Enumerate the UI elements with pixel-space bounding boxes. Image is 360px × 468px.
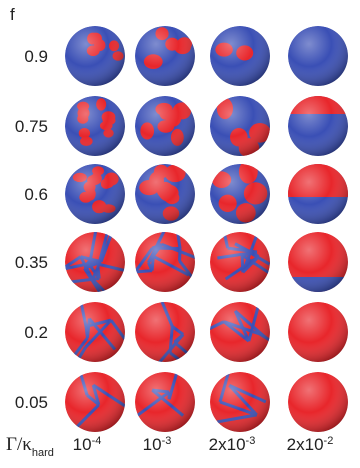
vesicle xyxy=(288,26,348,86)
shading xyxy=(65,26,125,86)
vesicle xyxy=(63,287,134,381)
shading xyxy=(65,96,125,156)
title-main: Γ/κ xyxy=(6,434,32,455)
column-label: 2x10-3 xyxy=(209,435,256,454)
shading xyxy=(210,26,270,86)
label-base: 2x10 xyxy=(209,435,246,454)
vesicle xyxy=(65,164,125,224)
shading xyxy=(288,302,348,362)
vesicle xyxy=(135,361,195,432)
shading xyxy=(288,372,348,432)
shading xyxy=(65,372,125,432)
shading xyxy=(210,302,270,362)
figure: f Γ/κhard 0.90.750.60.350.20.0510-410-32… xyxy=(0,0,360,468)
row-label: 0.2 xyxy=(24,323,48,342)
shading xyxy=(210,232,270,292)
vesicle xyxy=(210,96,271,158)
vesicle xyxy=(210,160,270,224)
shading xyxy=(210,96,270,156)
label-exp: -2 xyxy=(324,435,334,447)
label-exp: -4 xyxy=(92,435,102,447)
column-label: 2x10-2 xyxy=(287,435,334,454)
vesicle xyxy=(288,232,348,292)
vesicle xyxy=(65,96,125,156)
vesicle xyxy=(65,357,127,433)
row-label: 0.6 xyxy=(24,185,48,204)
vesicle xyxy=(288,372,348,432)
row-label: 0.35 xyxy=(15,253,48,272)
shading xyxy=(65,164,125,224)
row-label: 0.05 xyxy=(15,393,48,412)
label-exp: -3 xyxy=(246,435,256,447)
vesicle xyxy=(188,302,294,362)
vesicle xyxy=(288,164,348,224)
vesicle xyxy=(135,26,195,86)
vesicle xyxy=(210,26,270,86)
vesicle xyxy=(288,302,348,362)
column-label: 10-4 xyxy=(73,435,102,454)
column-label: 10-3 xyxy=(143,435,172,454)
label-exp: -3 xyxy=(162,435,172,447)
vesicle xyxy=(47,224,126,307)
shading xyxy=(288,232,348,292)
vesicle xyxy=(288,96,348,156)
shading xyxy=(288,26,348,86)
shading xyxy=(135,164,195,224)
shading xyxy=(135,26,195,86)
shading xyxy=(135,232,195,292)
vesicle xyxy=(135,290,205,377)
shading xyxy=(288,164,348,224)
row-label: 0.9 xyxy=(24,47,48,66)
label-base: 10 xyxy=(143,435,162,454)
shading xyxy=(135,96,195,156)
column-title: Γ/κhard xyxy=(6,434,54,459)
vesicle xyxy=(135,96,195,156)
shading xyxy=(65,302,125,362)
shading xyxy=(210,372,270,432)
shading xyxy=(210,164,270,224)
shading xyxy=(135,372,195,432)
row-header: f xyxy=(10,5,15,24)
label-base: 10 xyxy=(73,435,92,454)
label-base: 2x10 xyxy=(287,435,324,454)
row-label: 0.75 xyxy=(15,117,48,136)
vesicle xyxy=(210,363,270,432)
title-sub: hard xyxy=(32,447,54,459)
shading xyxy=(65,232,125,292)
vesicle xyxy=(65,26,125,86)
shading xyxy=(135,302,195,362)
vesicle xyxy=(135,164,195,224)
shading xyxy=(288,96,348,156)
